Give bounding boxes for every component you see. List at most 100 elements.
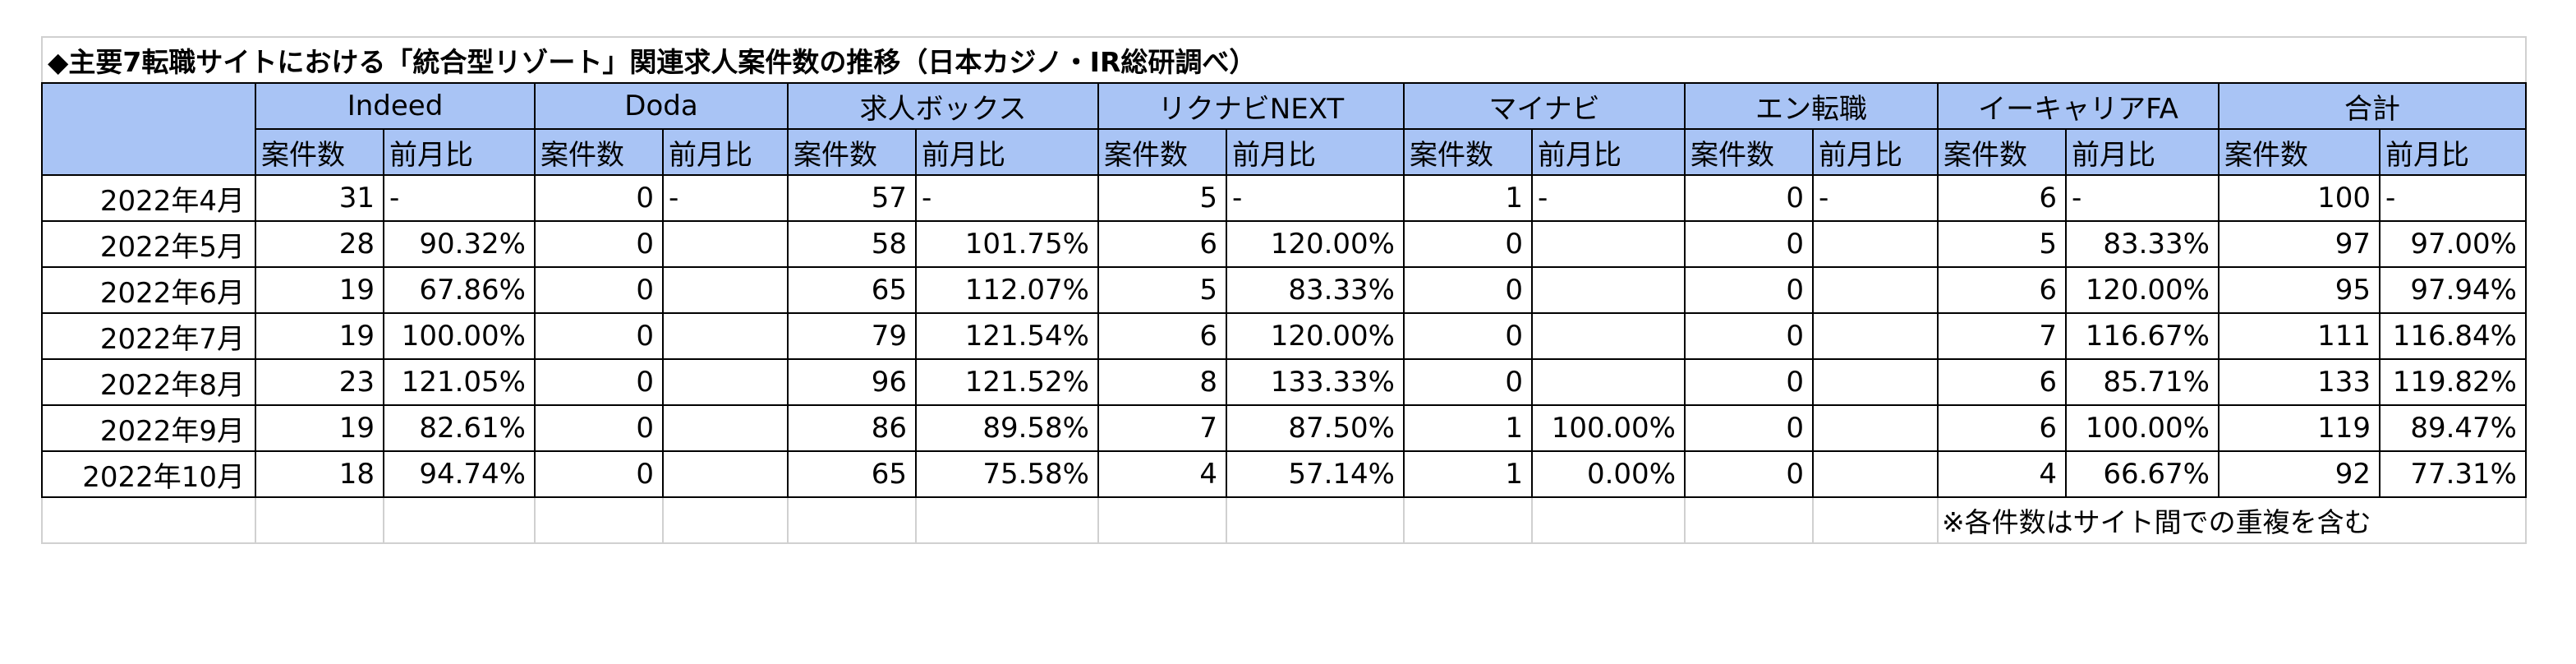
count-cell: 0 [534,358,664,406]
table-row: 2022年9月 19 82.61% 0 86 89.58% 7 87.50% 1 100.00% 0… [41,404,2527,452]
ratio-cell [662,358,789,406]
ratio-cell: 120.00% [2065,266,2220,314]
ratio-cell [662,266,789,314]
corner-cell [41,82,256,176]
month-cell: 2022年5月 [41,220,256,268]
site-header: Indeed [255,82,536,130]
count-cell: 0 [1403,358,1533,406]
ratio-cell: - [1531,174,1686,222]
ratio-cell: 94.74% [383,450,536,498]
empty-cell [1684,496,1814,544]
ratio-header: 前月比 [662,128,789,176]
count-cell: 133 [2218,358,2380,406]
count-cell: 5 [1097,266,1227,314]
ratio-cell: 90.32% [383,220,536,268]
count-cell: 0 [1403,266,1533,314]
count-cell: 6 [1097,312,1227,360]
note-row: ※各件数はサイト間での重複を含む [41,496,2527,544]
ratio-cell: 121.05% [383,358,536,406]
ratio-header: 前月比 [383,128,536,176]
ratio-header: 前月比 [1531,128,1686,176]
count-cell: 0 [1684,312,1814,360]
site-header: リクナビNEXT [1097,82,1405,130]
site-header: マイナビ [1403,82,1686,130]
ratio-cell: - [1226,174,1405,222]
count-cell: 79 [787,312,917,360]
count-cell: 0 [534,312,664,360]
ratio-cell: 133.33% [1226,358,1405,406]
count-cell: 96 [787,358,917,406]
sub-header-row: 案件数 前月比 案件数 前月比 案件数 前月比 案件数 前月比 案件数 前月比 案件数 前月比 案件数前… [42,128,2527,176]
count-cell: 0 [534,404,664,452]
ratio-cell: 66.67% [2065,450,2220,498]
ratio-cell: 100.00% [383,312,536,360]
count-cell: 0 [534,220,664,268]
ratio-cell [1812,450,1939,498]
count-cell: 5 [1937,220,2067,268]
ratio-cell: 120.00% [1226,220,1405,268]
count-cell: 1 [1403,450,1533,498]
empty-cell [1226,496,1405,544]
ratio-cell: 112.07% [915,266,1099,314]
count-cell: 28 [255,220,384,268]
count-cell: 0 [1684,450,1814,498]
count-cell: 97 [2218,220,2380,268]
month-cell: 2022年10月 [41,450,256,498]
ratio-cell [1531,312,1686,360]
month-cell: 2022年4月 [41,174,256,222]
ratio-cell: 101.75% [915,220,1099,268]
count-cell: 19 [255,266,384,314]
empty-cell [255,496,384,544]
count-cell: 86 [787,404,917,452]
count-cell: 0 [1684,266,1814,314]
count-cell: 4 [1937,450,2067,498]
count-cell: 19 [255,312,384,360]
count-cell: 0 [534,174,664,222]
ratio-cell [1812,220,1939,268]
count-cell: 6 [1937,174,2067,222]
ratio-cell: 57.14% [1226,450,1405,498]
count-cell: 0 [1684,174,1814,222]
ratio-cell [662,450,789,498]
count-cell: 65 [787,450,917,498]
empty-cell [915,496,1099,544]
empty-cell [534,496,664,544]
count-cell: 6 [1937,266,2067,314]
count-header: 案件数 [2218,128,2380,176]
empty-cell [1531,496,1686,544]
site-header: イーキャリアFA [1937,82,2220,130]
ratio-header: 前月比 [1226,128,1405,176]
table-row: 2022年7月 19 100.00% 0 79 121.54% 6 120.00% 0 0 7 116… [41,312,2527,360]
count-cell: 58 [787,220,917,268]
ratio-cell: 116.67% [2065,312,2220,360]
count-cell: 6 [1937,358,2067,406]
ratio-cell [662,312,789,360]
month-cell: 2022年7月 [41,312,256,360]
count-cell: 100 [2218,174,2380,222]
ratio-cell: - [1812,174,1939,222]
ratio-cell [662,404,789,452]
count-cell: 0 [1403,220,1533,268]
count-header: 案件数 [1684,128,1814,176]
ratio-cell: 116.84% [2379,312,2527,360]
count-header: 案件数 [787,128,917,176]
count-cell: 1 [1403,174,1533,222]
ratio-cell [1531,220,1686,268]
table-title: ◆主要7転職サイトにおける「統合型リゾート」関連求人案件数の推移（日本カジノ・I… [41,36,2527,84]
count-header: 案件数 [255,128,384,176]
ratio-header: 前月比 [2379,128,2527,176]
count-cell: 19 [255,404,384,452]
count-cell: 0 [1684,358,1814,406]
ratio-header: 前月比 [915,128,1099,176]
month-cell: 2022年8月 [41,358,256,406]
count-cell: 6 [1097,220,1227,268]
table-row: 2022年4月 31-0-57-5-1-0-6-100- [41,174,2527,222]
ratio-cell [1812,312,1939,360]
count-cell: 111 [2218,312,2380,360]
site-header: 求人ボックス [787,82,1099,130]
title-row: ◆主要7転職サイトにおける「統合型リゾート」関連求人案件数の推移（日本カジノ・I… [41,36,2527,84]
ratio-cell: 82.61% [383,404,536,452]
count-cell: 0 [534,266,664,314]
ratio-cell: 85.71% [2065,358,2220,406]
count-cell: 1 [1403,404,1533,452]
